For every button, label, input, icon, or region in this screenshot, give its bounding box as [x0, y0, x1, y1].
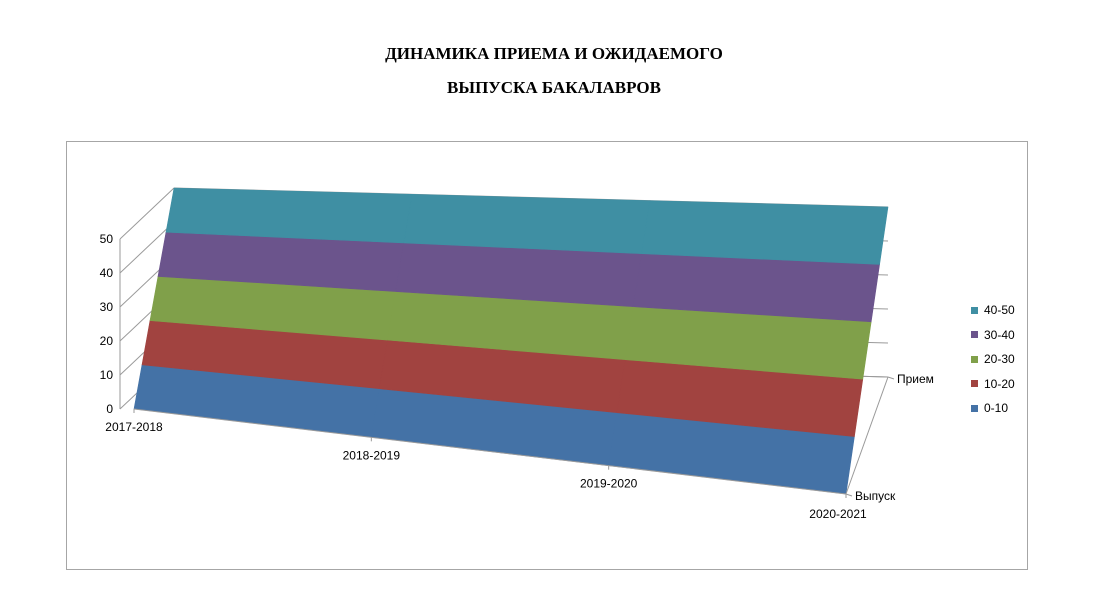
legend-label: 30-40: [984, 327, 1015, 342]
z-tick-label: 30: [100, 300, 114, 314]
gridline-side-5: [119, 187, 175, 240]
category-label: 2018-2019: [343, 448, 401, 462]
series-tick: [845, 493, 853, 497]
z-tick-label: 50: [100, 232, 114, 246]
chart-title-line-2: ВЫПУСКА БАКАЛАВРОВ: [447, 78, 661, 97]
legend-item: 20-30: [971, 347, 1015, 372]
chart-title-line-1: ДИНАМИКА ПРИЕМА И ОЖИДАЕМОГО: [385, 44, 723, 63]
series-label: Выпуск: [855, 489, 896, 503]
legend-label: 0-10: [984, 401, 1009, 416]
series-tick: [887, 376, 895, 380]
category-label: 2020-2021: [809, 507, 867, 521]
legend-swatch: [971, 404, 978, 412]
chart-legend: 40-50 30-40 20-30 10-20 0-10: [971, 298, 1015, 421]
z-tick-label: 20: [100, 334, 114, 348]
category-label: 2017-2018: [105, 420, 163, 434]
category-label: 2019-2020: [580, 477, 638, 491]
legend-label: 10-20: [984, 376, 1015, 391]
legend-swatch: [971, 355, 978, 363]
surface-band-40-50-cell-1: [403, 194, 651, 254]
z-tick-label: 0: [106, 402, 113, 416]
category-axis-line: [133, 408, 847, 495]
gridline-side-4: [119, 221, 175, 274]
legend-label: 40-50: [984, 303, 1015, 318]
legend-item: 10-20: [971, 372, 1015, 397]
legend-swatch: [971, 331, 978, 339]
legend-item: 0-10: [971, 396, 1015, 421]
series-label: Прием: [897, 372, 934, 386]
legend-swatch: [971, 306, 978, 314]
legend-swatch: [971, 380, 978, 388]
z-tick-label: 10: [100, 368, 114, 382]
z-tick-label: 40: [100, 266, 114, 280]
series-axis-line: [845, 376, 889, 495]
legend-label: 20-30: [984, 352, 1015, 367]
legend-item: 40-50: [971, 298, 1015, 323]
legend-item: 30-40: [971, 323, 1015, 348]
surface-band-40-50-cell-2: [641, 200, 889, 265]
